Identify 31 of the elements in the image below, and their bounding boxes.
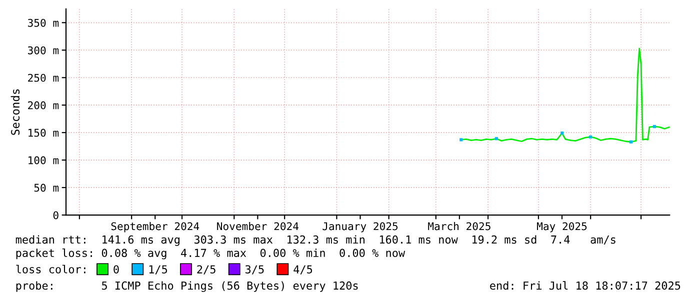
legend-title: loss color: bbox=[16, 264, 86, 274]
point bbox=[629, 140, 632, 144]
legend-label: 4/5 bbox=[294, 265, 312, 274]
text: median rtt: 141.6 ms avg 303.3 ms max 132.3 ms min 160.1 ms now 19.2 ms sd 7.4 am/s bbox=[16, 235, 616, 246]
legend-label: 3/5 bbox=[246, 265, 264, 274]
text: probe: 5 ICMP Echo Pings (56 Bytes) every 120s bbox=[16, 281, 358, 292]
x-tick-label: September 2024 bbox=[111, 222, 200, 232]
point bbox=[589, 135, 592, 139]
y-tick-label: 250 m bbox=[28, 74, 59, 82]
y-axis-title: Seconds bbox=[10, 89, 20, 135]
y-tick-label: 200 m bbox=[28, 101, 59, 110]
x-tick-label: March 2025 bbox=[428, 222, 490, 230]
point bbox=[460, 138, 463, 142]
text: end: Fri Jul 18 18:07:17 2025 bbox=[490, 281, 680, 290]
legend-label: 0 bbox=[114, 265, 119, 274]
line-series bbox=[460, 48, 670, 143]
text: packet loss: 0.08 % avg 4.17 % max 0.00 % min 0.00 % now bbox=[16, 248, 406, 260]
x-tick-label: January 2025 bbox=[322, 222, 398, 232]
legend-label: 2/5 bbox=[197, 265, 216, 274]
x-tick-label: November 2024 bbox=[217, 222, 298, 230]
y-tick-label: 300 m bbox=[28, 46, 59, 54]
y-tick-label: 100 m bbox=[28, 156, 59, 164]
y-tick-label: 350 m bbox=[28, 18, 59, 27]
y-tick-label: 0 bbox=[53, 211, 58, 220]
y-tick-label: 50 m bbox=[34, 184, 59, 192]
point bbox=[560, 132, 564, 135]
point bbox=[494, 137, 498, 140]
y-tick-label: 150 m bbox=[28, 128, 59, 137]
legend-label: 1/5 bbox=[149, 265, 168, 274]
point bbox=[652, 124, 656, 128]
x-tick-label: May 2025 bbox=[537, 222, 587, 232]
